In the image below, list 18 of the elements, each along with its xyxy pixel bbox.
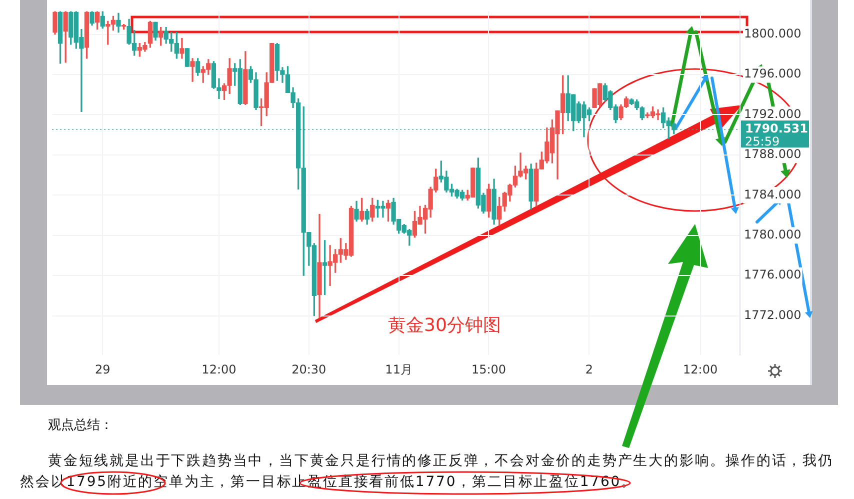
x-tick-label: 15:00	[471, 362, 506, 376]
x-tick-label: 2	[585, 362, 594, 376]
y-tick-label: 1788.000	[744, 147, 802, 162]
x-tick-label: 12:00	[202, 362, 236, 376]
y-tick-label: 1776.000	[744, 268, 802, 282]
text: 观点总结：	[48, 417, 113, 434]
ref-line-label: 1790.531	[745, 122, 808, 136]
x-tick-label: 11月	[385, 362, 412, 376]
x-tick-label: 20:30	[292, 362, 326, 376]
y-tick-label: 1772.000	[744, 308, 802, 322]
text: 25:59	[745, 134, 780, 149]
y-tick-label: 1800.000	[744, 26, 802, 40]
y-tick-label: 1792.000	[744, 106, 802, 121]
y-tick-label: 1796.000	[744, 66, 802, 81]
x-tick-label: 29	[94, 362, 110, 376]
x-tick-label: 12:00	[683, 362, 718, 376]
y-tick-label: 1780.000	[744, 228, 802, 242]
y-tick-label: 1784.000	[744, 187, 802, 202]
